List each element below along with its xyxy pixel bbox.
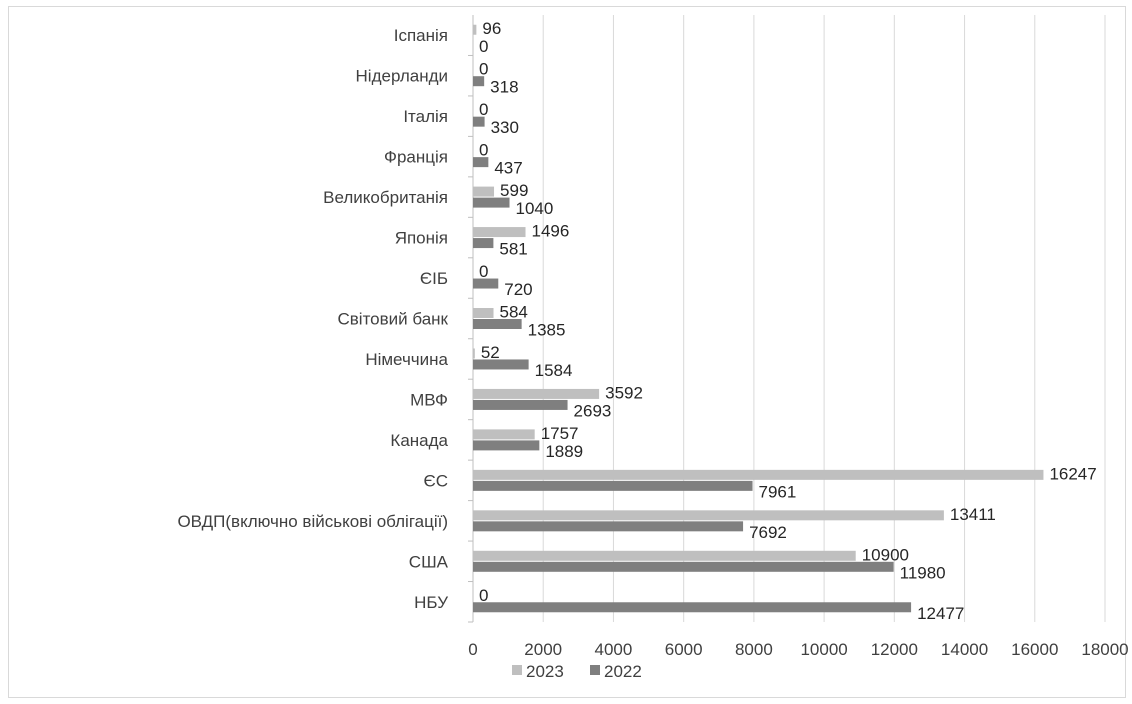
x-tick-label: 16000 bbox=[1011, 640, 1058, 659]
bar-2022 bbox=[473, 197, 510, 208]
data-label-2023: 0 bbox=[479, 586, 488, 605]
bar-2023 bbox=[473, 469, 1044, 480]
x-tick-label: 18000 bbox=[1081, 640, 1128, 659]
bar-2022 bbox=[473, 76, 485, 87]
bar-2023 bbox=[473, 308, 494, 318]
bar-2022 bbox=[473, 440, 540, 451]
bar-2022 bbox=[473, 157, 489, 168]
data-label-2022: 1584 bbox=[535, 361, 573, 380]
data-label-2023: 3592 bbox=[605, 383, 643, 402]
x-tick-label: 10000 bbox=[800, 640, 847, 659]
data-label-2023: 96 bbox=[482, 19, 501, 38]
legend-label: 2023 bbox=[526, 662, 564, 681]
data-label-2022: 7961 bbox=[759, 482, 797, 501]
bar-2022 bbox=[473, 238, 494, 249]
data-label-2022: 318 bbox=[490, 78, 518, 97]
data-label-2023: 0 bbox=[479, 262, 488, 281]
data-label-2023: 0 bbox=[479, 60, 488, 79]
category-label: Німеччина bbox=[365, 350, 448, 369]
category-label: ЄІБ bbox=[420, 269, 448, 288]
data-label-2022: 581 bbox=[499, 240, 527, 259]
bar-2023 bbox=[473, 429, 535, 440]
data-label-2023: 13411 bbox=[950, 505, 996, 524]
bar-2022 bbox=[473, 480, 753, 491]
data-label-2023: 16247 bbox=[1049, 464, 1096, 483]
bar-2023 bbox=[473, 348, 475, 359]
bar-2023 bbox=[473, 550, 856, 561]
bar-2022 bbox=[473, 319, 522, 329]
category-label: Франція bbox=[384, 148, 448, 167]
x-tick-label: 12000 bbox=[871, 640, 918, 659]
data-label-2023: 1757 bbox=[541, 424, 579, 443]
data-label-2023: 10900 bbox=[862, 545, 909, 564]
x-tick-label: 6000 bbox=[665, 640, 703, 659]
x-tick-label: 0 bbox=[468, 640, 477, 659]
x-tick-label: 2000 bbox=[524, 640, 562, 659]
bar-2023 bbox=[473, 510, 944, 521]
bar-2022 bbox=[473, 278, 499, 289]
data-label-2022: 330 bbox=[491, 118, 519, 137]
category-label: ЄС bbox=[424, 471, 449, 490]
data-label-2022: 7692 bbox=[749, 523, 787, 542]
legend-swatch-2022 bbox=[590, 665, 600, 675]
category-label: ОВДП(включно військові облігації) bbox=[177, 512, 448, 531]
category-label: Нідерланди bbox=[356, 67, 448, 86]
bar-2022 bbox=[473, 399, 568, 410]
data-label-2023: 0 bbox=[479, 100, 488, 119]
data-label-2022: 1385 bbox=[528, 321, 566, 340]
data-label-2022: 1889 bbox=[545, 442, 583, 461]
data-label-2022: 2693 bbox=[574, 401, 612, 420]
category-label: Великобританія bbox=[323, 188, 448, 207]
category-label: Італія bbox=[403, 107, 448, 126]
x-tick-label: 14000 bbox=[941, 640, 988, 659]
legend-label: 2022 bbox=[604, 662, 642, 681]
x-tick-label: 4000 bbox=[595, 640, 633, 659]
data-label-2023: 0 bbox=[479, 141, 488, 160]
data-label-2022: 12477 bbox=[917, 604, 964, 623]
data-label-2023: 599 bbox=[500, 181, 528, 200]
data-label-2023: 584 bbox=[500, 303, 528, 322]
category-label: Канада bbox=[390, 431, 448, 450]
category-label: Японія bbox=[395, 229, 448, 248]
data-label-2022: 1040 bbox=[516, 199, 554, 218]
chart-frame bbox=[8, 6, 1126, 698]
bar-2022 bbox=[473, 602, 912, 613]
data-label-2022: 11980 bbox=[900, 563, 946, 582]
category-label: Світовий банк bbox=[337, 310, 448, 329]
bar-2022 bbox=[473, 521, 744, 532]
data-label-2023: 1496 bbox=[532, 222, 570, 241]
bar-2023 bbox=[473, 388, 600, 399]
bar-2023 bbox=[473, 24, 477, 35]
data-label-2022: 720 bbox=[504, 280, 532, 299]
category-label: НБУ bbox=[414, 593, 448, 612]
bar-2023 bbox=[473, 186, 495, 197]
bar-2022 bbox=[473, 116, 485, 127]
bar-2023 bbox=[473, 227, 526, 238]
x-tick-label: 8000 bbox=[735, 640, 773, 659]
bar-2022 bbox=[473, 561, 894, 572]
category-label: МВФ bbox=[410, 390, 448, 409]
category-label: Іспанія bbox=[394, 26, 448, 45]
category-label: США bbox=[409, 552, 449, 571]
data-label-2022: 437 bbox=[494, 159, 522, 178]
data-label-2023: 52 bbox=[481, 343, 500, 362]
data-label-2022: 0 bbox=[479, 37, 488, 56]
legend-swatch-2023 bbox=[512, 665, 522, 675]
bar-2022 bbox=[473, 359, 529, 370]
